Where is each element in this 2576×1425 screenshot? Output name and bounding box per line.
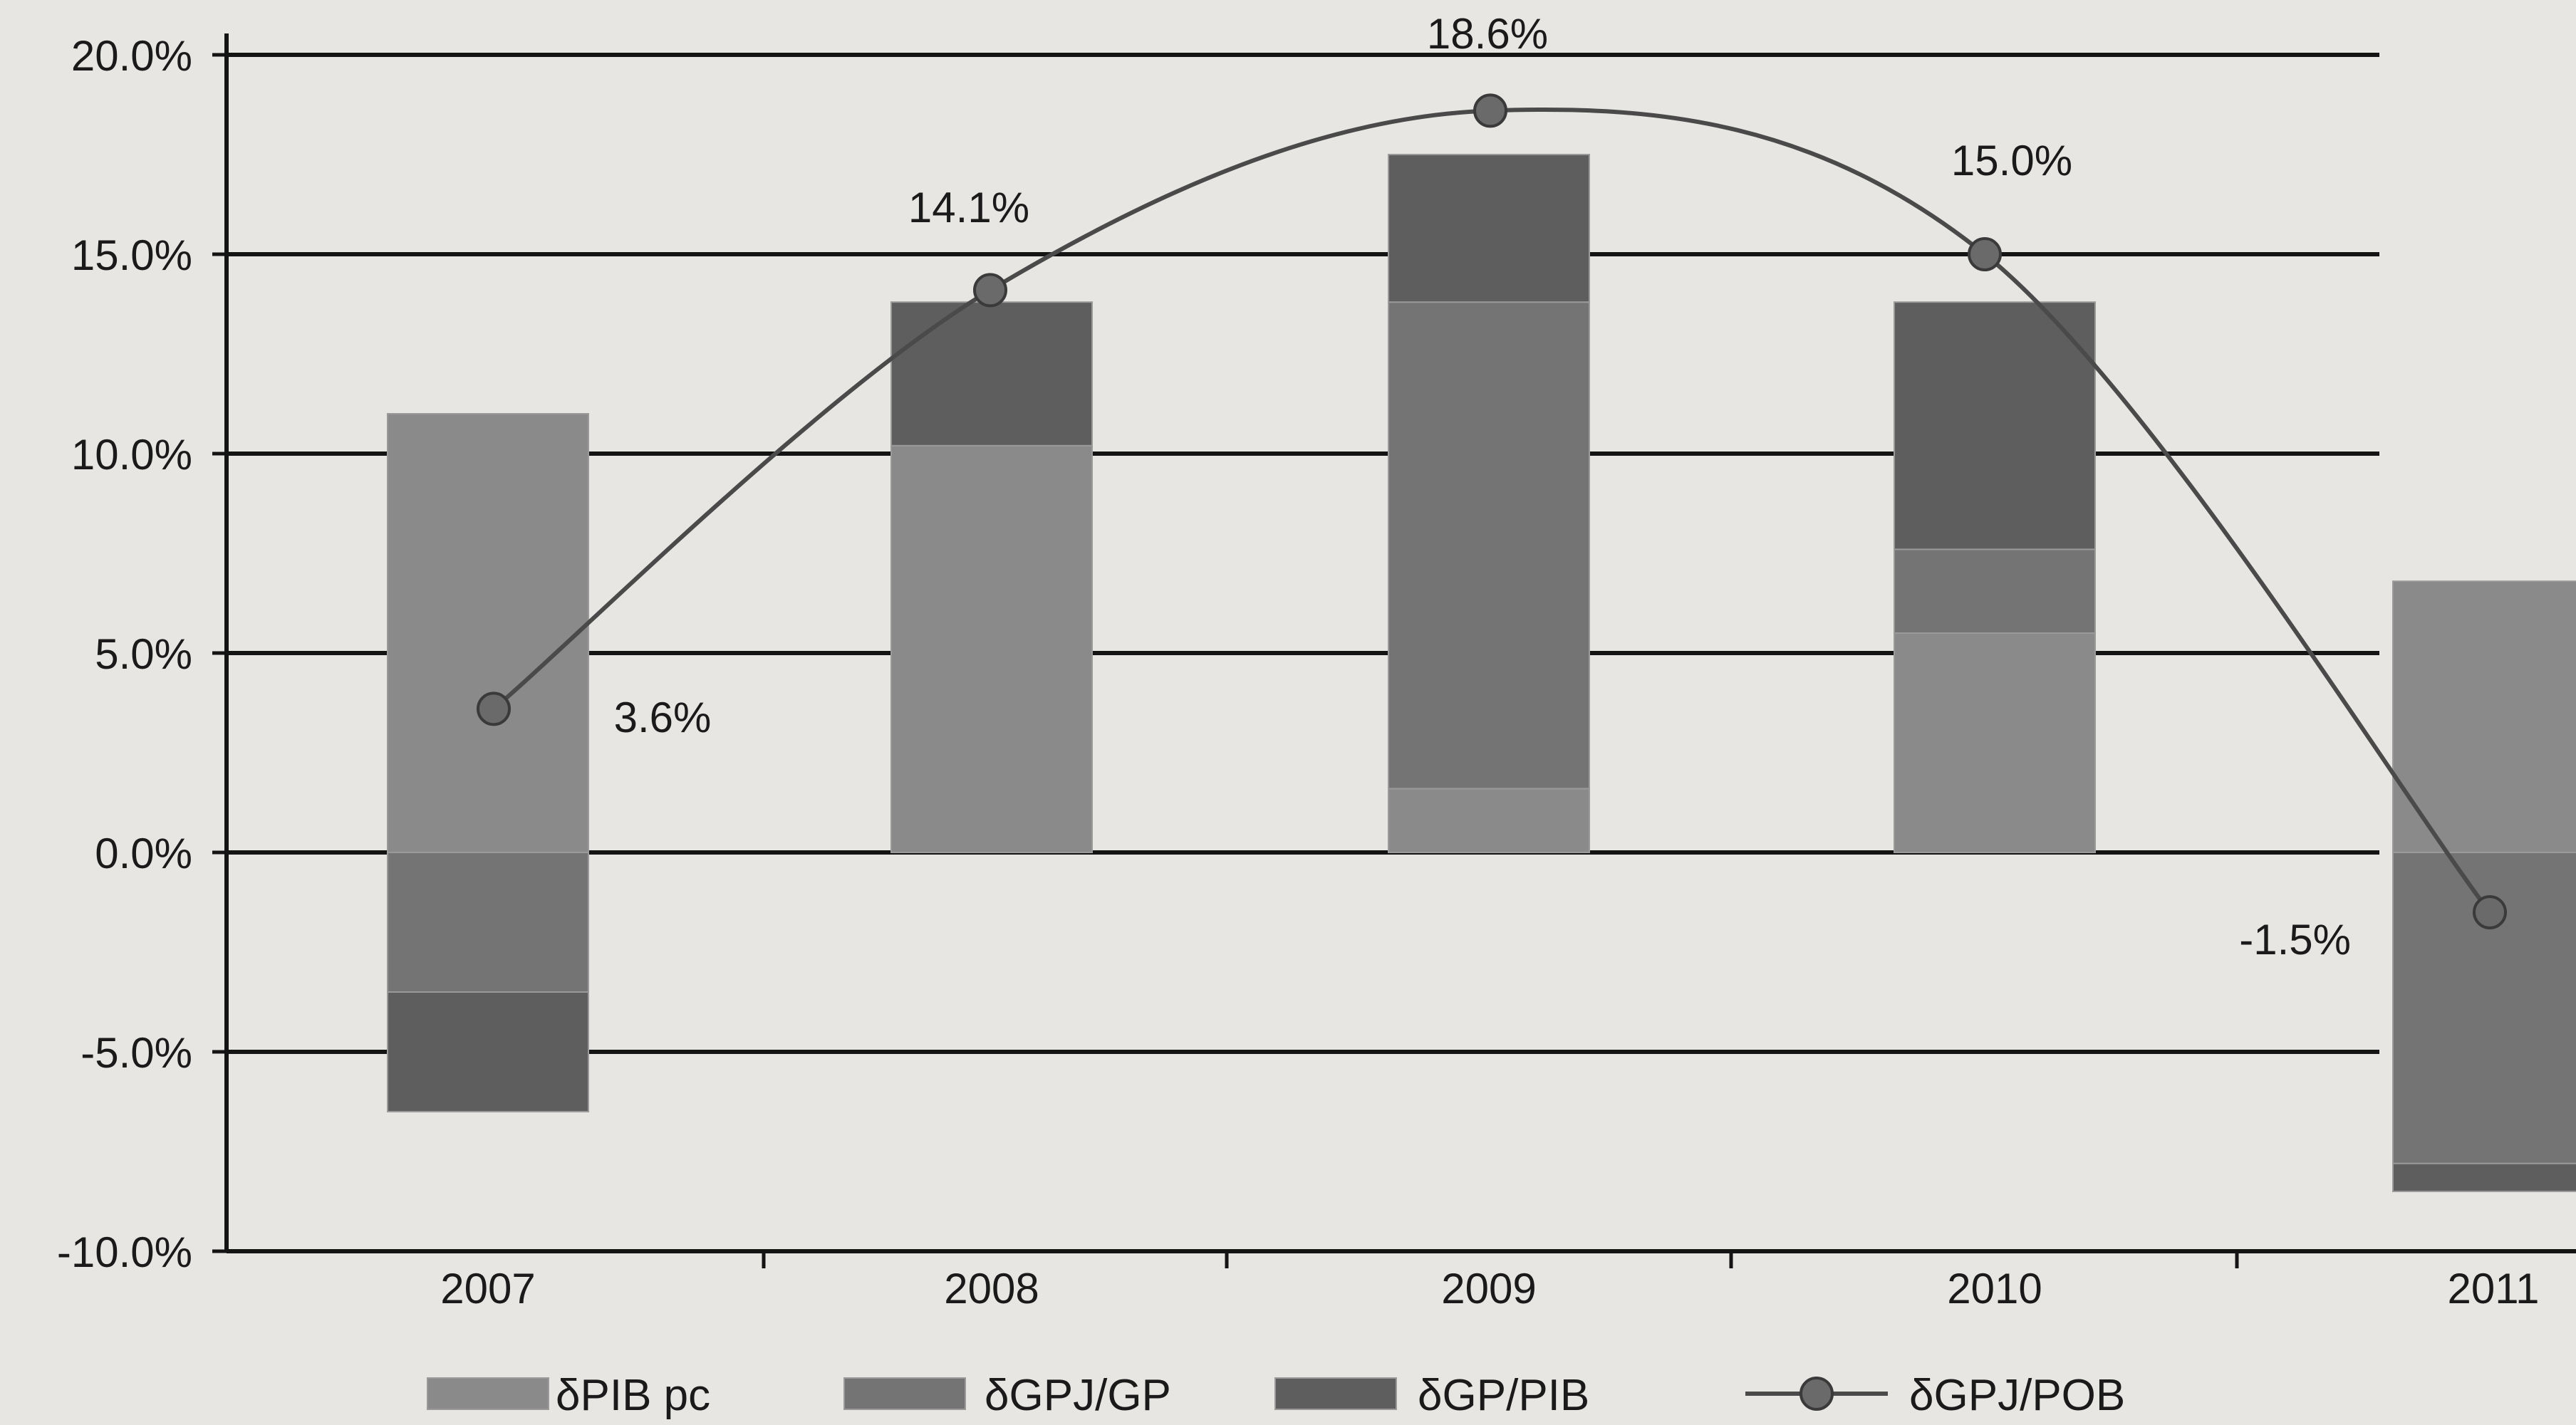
legend-label: δGP/PIB (1418, 1371, 1589, 1420)
line-series (477, 93, 2507, 929)
bar (387, 413, 589, 853)
legend-label: δPIB pc (556, 1371, 710, 1420)
y-tick-label: -5.0% (80, 1029, 192, 1077)
y-tick-label: 10.0% (71, 431, 192, 479)
line-point (1968, 237, 2002, 271)
legend-label: δGPJ/POB (1909, 1371, 2125, 1420)
line-point (477, 691, 511, 726)
data-label: -1.5% (2239, 916, 2351, 964)
legend-swatch (843, 1377, 966, 1410)
legend-line-marker (1799, 1377, 1834, 1411)
line-point (973, 273, 1007, 308)
legend-swatch (427, 1377, 549, 1410)
data-label: 3.6% (614, 694, 712, 741)
bar (1388, 301, 1590, 790)
line-series-path (492, 107, 2492, 914)
x-tick-label: 2007 (440, 1265, 535, 1312)
data-label: 14.1% (908, 184, 1029, 231)
y-tick-label: 5.0% (95, 630, 192, 678)
legend: δPIB pc δGPJ/GP δGP/PIB δGPJ/POB (427, 1371, 2125, 1420)
x-tick-label: 2011 (2447, 1265, 2539, 1312)
bar (387, 991, 589, 1112)
bar (2392, 1162, 2576, 1193)
bar (890, 444, 1093, 853)
bar-series (387, 154, 2576, 1193)
bar (2392, 580, 2576, 853)
axes: 20.0% 15.0% 10.0% 5.0% 0.0% -5.0% -10.0% 2007 20… (57, 32, 2576, 1312)
y-tick-label: -10.0% (57, 1228, 192, 1276)
line-point (2473, 895, 2507, 929)
line-point (1473, 93, 1507, 128)
data-labels: 3.6% 14.1% 18.6% 15.0% -1.5% (614, 10, 2351, 964)
x-tick-label: 2009 (1441, 1265, 1536, 1312)
bar (387, 852, 589, 993)
x-tick-label: 2008 (944, 1265, 1039, 1312)
bar (1388, 154, 1590, 303)
y-tick-label: 20.0% (71, 32, 192, 80)
bar (1894, 548, 2096, 635)
bar (1894, 301, 2096, 550)
y-tick-label: 15.0% (71, 231, 192, 279)
legend-label: δGPJ/GP (985, 1371, 1171, 1420)
bar (1388, 788, 1590, 854)
data-label: 18.6% (1427, 10, 1548, 58)
bar (1894, 632, 2096, 853)
bar (890, 301, 1093, 447)
y-tick-label: 0.0% (95, 830, 192, 877)
x-tick-label: 2010 (1947, 1265, 2042, 1312)
data-label: 15.0% (1951, 137, 2072, 184)
legend-swatch (1274, 1377, 1397, 1410)
